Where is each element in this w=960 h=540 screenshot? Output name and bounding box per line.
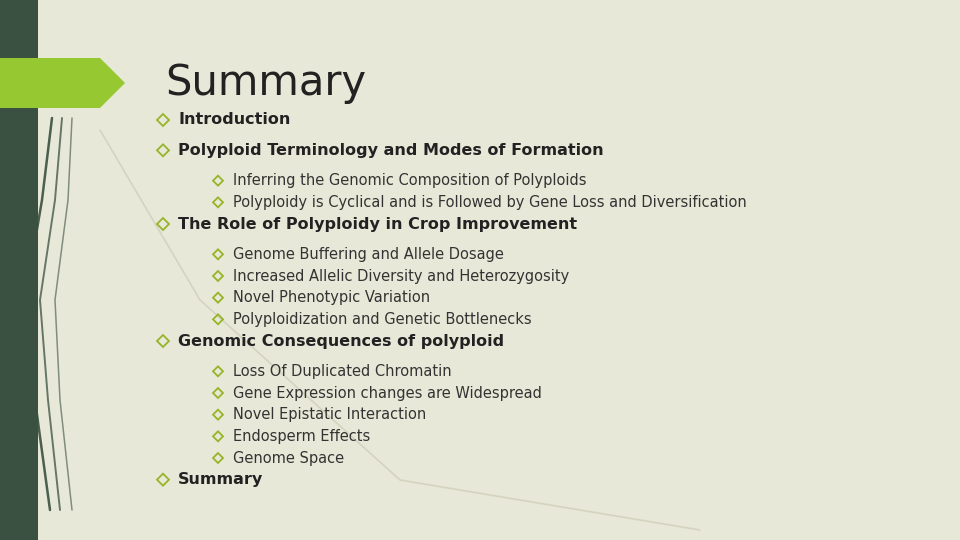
Text: The Role of Polyploidy in Crop Improvement: The Role of Polyploidy in Crop Improveme… — [178, 217, 577, 232]
Text: Introduction: Introduction — [178, 112, 290, 127]
Text: Genome Buffering and Allele Dosage: Genome Buffering and Allele Dosage — [233, 247, 504, 262]
Bar — [0, 0, 38, 540]
Text: Novel Epistatic Interaction: Novel Epistatic Interaction — [233, 407, 426, 422]
Text: Gene Expression changes are Widespread: Gene Expression changes are Widespread — [233, 386, 541, 401]
Text: Genome Space: Genome Space — [233, 450, 344, 465]
Text: Increased Allelic Diversity and Heterozygosity: Increased Allelic Diversity and Heterozy… — [233, 268, 569, 284]
Text: Novel Phenotypic Variation: Novel Phenotypic Variation — [233, 290, 430, 305]
Text: Loss Of Duplicated Chromatin: Loss Of Duplicated Chromatin — [233, 364, 451, 379]
Text: Summary: Summary — [178, 472, 263, 487]
Text: Genomic Consequences of polyploid: Genomic Consequences of polyploid — [178, 334, 504, 348]
Polygon shape — [0, 58, 125, 108]
Text: Polyploid Terminology and Modes of Formation: Polyploid Terminology and Modes of Forma… — [178, 143, 604, 158]
Text: Summary: Summary — [165, 62, 366, 104]
Text: Endosperm Effects: Endosperm Effects — [233, 429, 371, 444]
Text: Polyploidy is Cyclical and is Followed by Gene Loss and Diversification: Polyploidy is Cyclical and is Followed b… — [233, 195, 747, 210]
Text: Polyploidization and Genetic Bottlenecks: Polyploidization and Genetic Bottlenecks — [233, 312, 532, 327]
Text: Inferring the Genomic Composition of Polyploids: Inferring the Genomic Composition of Pol… — [233, 173, 587, 188]
